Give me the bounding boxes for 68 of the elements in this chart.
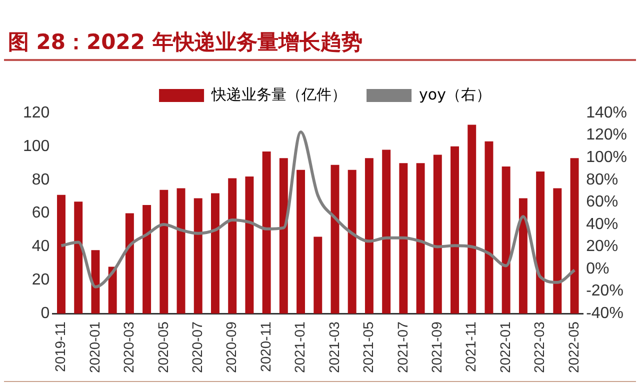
bar [468,124,476,314]
bar [245,176,254,314]
bar [450,146,459,314]
y-tick-label: 80 [32,171,50,188]
x-tick-label: 2021-05 [360,321,376,374]
x-tick-label: 2020-11 [257,321,274,372]
bar [194,198,202,314]
y-tick-label: 40 [32,238,50,256]
bar [296,170,306,314]
legend-label: 快递业务量（亿件） [210,85,347,104]
bar [364,158,374,314]
bar [176,188,186,314]
bar [553,188,562,314]
y2-tick-label: 100% [586,148,627,166]
bar [108,266,117,314]
y2-tick-label: -40% [586,305,624,322]
bar [416,163,425,314]
x-tick-label: 2020-07 [188,321,205,374]
bar [382,150,391,314]
bar [91,250,100,314]
bar [228,178,237,314]
bar [433,154,442,314]
x-tick-label: 2020-01 [86,321,102,374]
bar [160,190,168,314]
bar [279,158,288,314]
x-tick-label: 2020-03 [120,321,137,374]
chart-title: 图 28：2022 年快递业务量增长趋势 [8,29,362,56]
x-tick-label: 2020-05 [154,321,171,374]
x-tick-label: 2021-11 [462,321,479,372]
bar [399,163,408,314]
bar [570,158,579,314]
y-tick-label: 0 [40,305,50,322]
bar [74,202,83,314]
bar [518,198,528,314]
bar [57,194,66,314]
legend-label: yoy（右） [419,85,491,104]
x-tick-label: 2020-09 [223,321,240,374]
x-tick-label: 2021-09 [428,321,445,374]
y-tick-label: 120 [22,104,50,122]
x-tick-label: 2021-03 [326,321,342,374]
y-tick-label: 60 [32,204,50,222]
x-tick-label: 2022-01 [496,321,513,374]
y2-tick-label: 140% [586,104,627,122]
x-tick-label: 2019-11 [52,321,68,372]
x-tick-label: 2021-01 [292,321,308,374]
y-tick-label: 100 [22,138,50,155]
bar [484,141,494,314]
bar [125,213,134,314]
y2-tick-label: 20% [586,238,618,256]
y2-tick-label: 80% [586,171,618,188]
bar [142,204,152,314]
y2-tick-label: 120% [586,126,627,144]
bar [502,166,510,314]
x-tick-label: 2022-05 [565,321,582,374]
y2-tick-label: 0% [586,260,610,278]
bar [330,164,340,314]
x-tick-label: 2021-07 [394,321,410,374]
y2-tick-label: -20% [586,282,624,300]
y2-tick-label: 60% [586,194,618,211]
bar [314,236,322,314]
bar [348,170,356,314]
line-series [60,130,576,288]
bar [536,172,545,314]
y2-tick-label: 40% [586,216,618,233]
bar [262,151,271,314]
x-tick-label: 2022-03 [531,321,548,374]
y-tick-label: 20 [32,272,50,289]
bar [211,193,220,314]
